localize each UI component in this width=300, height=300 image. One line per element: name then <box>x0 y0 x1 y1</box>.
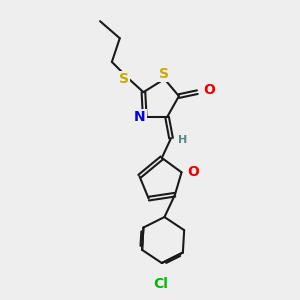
Text: O: O <box>203 83 215 97</box>
Text: H: H <box>178 135 187 145</box>
Text: Cl: Cl <box>153 277 168 291</box>
Text: S: S <box>119 72 129 86</box>
Text: S: S <box>160 67 170 81</box>
Text: N: N <box>134 110 146 124</box>
Text: O: O <box>187 165 199 179</box>
